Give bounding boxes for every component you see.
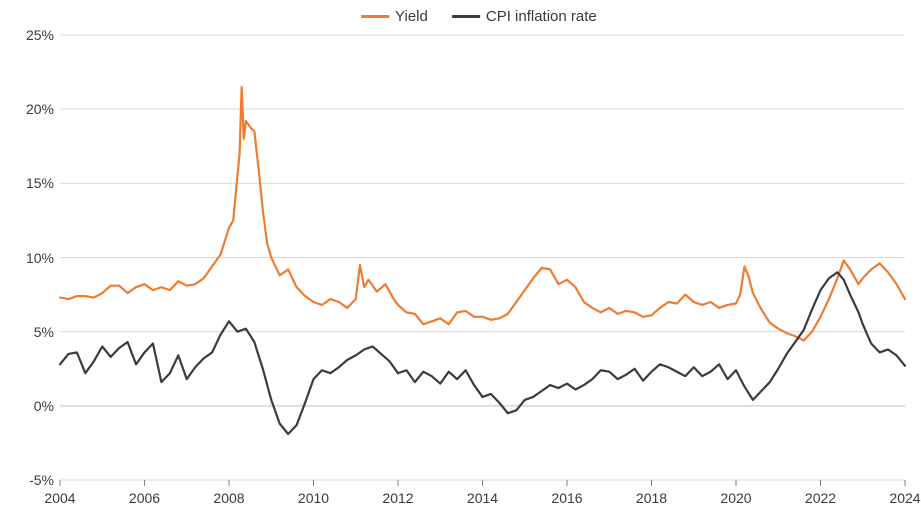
x-axis-label: 2010 xyxy=(298,490,329,506)
x-axis-label: 2004 xyxy=(44,490,75,506)
legend: Yield CPI inflation rate xyxy=(361,8,597,25)
y-axis-label: 25% xyxy=(26,27,54,43)
y-axis-label: 15% xyxy=(26,175,54,191)
legend-swatch-yield xyxy=(361,15,389,18)
legend-item-yield: Yield xyxy=(361,8,428,25)
legend-item-cpi: CPI inflation rate xyxy=(452,8,597,25)
x-axis-label: 2016 xyxy=(551,490,582,506)
legend-label-cpi: CPI inflation rate xyxy=(486,8,597,25)
x-axis-label: 2014 xyxy=(467,490,498,506)
y-axis-label: 5% xyxy=(34,324,54,340)
series-line-cpi-inflation-rate xyxy=(60,272,905,434)
y-axis-label: 0% xyxy=(34,398,54,414)
legend-label-yield: Yield xyxy=(395,8,428,25)
series-line-yield xyxy=(60,87,905,341)
line-chart: Yield CPI inflation rate -5% 0% 5% 10% 15% 20… xyxy=(0,0,921,525)
y-axis-label: 10% xyxy=(26,250,54,266)
x-axis-label: 2018 xyxy=(636,490,667,506)
chart-canvas xyxy=(0,0,921,525)
y-axis-label: -5% xyxy=(29,472,54,488)
legend-swatch-cpi xyxy=(452,15,480,18)
x-axis-label: 2022 xyxy=(805,490,836,506)
x-axis-label: 2008 xyxy=(213,490,244,506)
x-axis-label: 2020 xyxy=(720,490,751,506)
y-axis-label: 20% xyxy=(26,101,54,117)
x-axis-label: 2006 xyxy=(129,490,160,506)
x-axis-label: 2024 xyxy=(889,490,920,506)
x-axis-label: 2012 xyxy=(382,490,413,506)
